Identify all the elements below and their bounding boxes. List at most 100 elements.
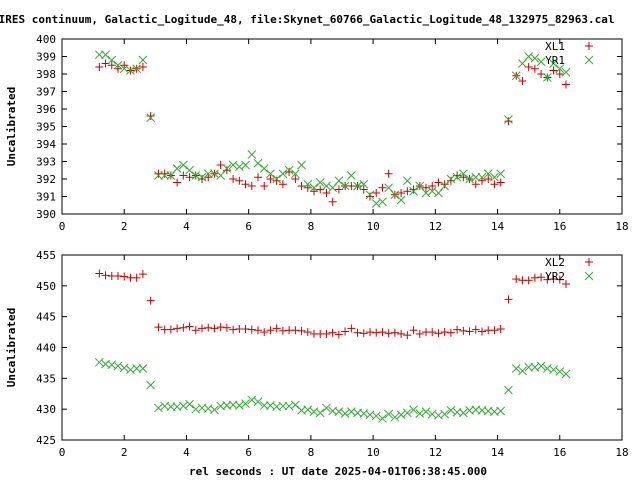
data-point xyxy=(328,183,338,193)
data-point xyxy=(107,55,117,65)
data-point xyxy=(511,364,521,373)
data-point xyxy=(403,331,412,340)
data-point xyxy=(241,399,250,408)
data-point xyxy=(101,271,110,280)
data-point xyxy=(310,187,318,196)
data-point xyxy=(203,169,213,179)
y-tick-label: 435 xyxy=(36,372,56,385)
data-point xyxy=(415,329,424,338)
data-point xyxy=(390,328,399,337)
data-point xyxy=(285,168,294,176)
data-point xyxy=(390,190,400,200)
data-point xyxy=(197,172,207,182)
series-YR1 xyxy=(94,50,571,208)
data-point xyxy=(119,363,129,373)
data-point xyxy=(427,186,437,196)
plot-frame xyxy=(61,254,623,441)
x-tick-label: 2 xyxy=(121,446,128,459)
data-point xyxy=(229,175,238,183)
data-point xyxy=(266,169,275,179)
data-point xyxy=(138,63,147,71)
data-point xyxy=(512,275,521,284)
y-tick-label: 398 xyxy=(36,68,56,81)
data-point xyxy=(403,187,412,196)
data-point xyxy=(95,63,104,71)
data-point xyxy=(146,113,156,123)
data-point xyxy=(536,57,546,67)
data-point xyxy=(114,271,122,280)
data-point xyxy=(241,325,250,333)
data-point xyxy=(107,61,116,70)
data-point xyxy=(465,174,474,184)
data-point xyxy=(179,323,188,332)
data-point xyxy=(536,361,546,371)
data-point xyxy=(210,324,219,333)
data-point xyxy=(378,183,387,192)
x-tick-label: 10 xyxy=(366,446,379,459)
data-point xyxy=(378,197,387,207)
x-tick-label: 0 xyxy=(59,220,66,233)
data-point xyxy=(291,326,300,335)
y-tick-label: 392 xyxy=(36,173,56,186)
data-point xyxy=(113,361,123,371)
data-point xyxy=(518,366,527,376)
data-point xyxy=(459,173,468,182)
data-point xyxy=(322,403,331,413)
data-point xyxy=(471,180,480,189)
data-point xyxy=(340,181,350,191)
data-point xyxy=(278,169,288,179)
data-point xyxy=(440,180,449,189)
data-point xyxy=(490,326,499,335)
legend-label: YR1 xyxy=(545,54,565,67)
data-point xyxy=(101,50,110,60)
data-point xyxy=(178,401,188,411)
data-point xyxy=(402,408,412,418)
data-point xyxy=(440,328,449,337)
x-tick-label: 18 xyxy=(615,220,628,233)
data-point xyxy=(291,175,300,183)
data-point xyxy=(247,395,257,405)
data-point xyxy=(173,178,182,187)
data-point xyxy=(366,328,374,337)
data-point xyxy=(266,326,275,335)
series-XL2 xyxy=(95,269,570,340)
data-point xyxy=(210,405,219,415)
data-point xyxy=(204,323,213,332)
data-point xyxy=(347,324,356,333)
data-point xyxy=(542,73,552,82)
data-point xyxy=(132,64,142,74)
data-point xyxy=(95,269,104,278)
x-tick-label: 8 xyxy=(308,446,315,459)
data-point xyxy=(504,385,513,395)
data-point xyxy=(504,295,513,304)
data-point xyxy=(309,183,319,193)
data-point xyxy=(490,180,499,189)
data-point xyxy=(229,325,238,334)
data-point xyxy=(555,70,564,78)
y-tick-label: 430 xyxy=(36,403,56,416)
data-point xyxy=(334,407,344,416)
data-point xyxy=(272,324,281,333)
data-point xyxy=(138,364,148,373)
data-point xyxy=(241,160,250,170)
data-point xyxy=(272,174,282,184)
data-point xyxy=(303,179,313,189)
data-point xyxy=(166,171,176,180)
data-point xyxy=(222,166,231,175)
data-point xyxy=(440,409,450,419)
data-point xyxy=(459,326,468,335)
data-point xyxy=(216,171,226,180)
legend-marker xyxy=(585,258,593,266)
data-point xyxy=(119,64,129,74)
data-point xyxy=(496,169,506,179)
data-point xyxy=(458,169,468,179)
data-point xyxy=(409,405,418,415)
data-point xyxy=(198,324,206,333)
data-point xyxy=(446,406,456,415)
x-axis-label: rel seconds : UT date 2025-04-01T06:38:4… xyxy=(189,465,487,478)
data-point xyxy=(272,176,281,185)
data-point xyxy=(322,329,331,338)
data-point xyxy=(94,50,104,60)
data-point xyxy=(477,172,487,182)
y-tick-label: 450 xyxy=(36,280,56,293)
